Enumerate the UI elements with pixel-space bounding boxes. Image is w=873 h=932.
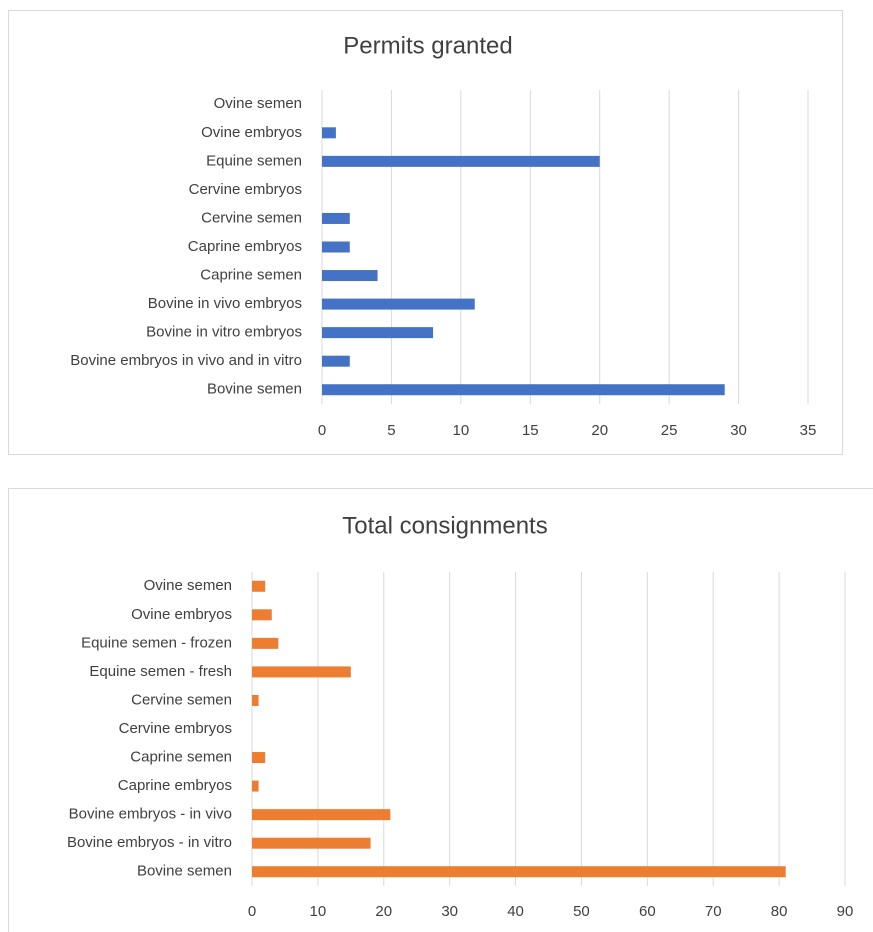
y-tick-label: Bovine embryos in vivo and in vitro — [70, 352, 302, 369]
bar — [322, 155, 600, 167]
bar — [252, 694, 259, 706]
x-tick-label: 10 — [453, 422, 470, 439]
bar — [322, 355, 350, 367]
y-tick-label: Equine semen — [206, 152, 302, 169]
bar — [322, 298, 475, 310]
x-tick-label: 25 — [661, 422, 678, 439]
y-tick-label: Cervine semen — [131, 691, 232, 708]
y-tick-label: Bovine semen — [207, 381, 302, 398]
y-tick-label: Caprine semen — [200, 267, 302, 284]
y-tick-label: Cervine semen — [201, 209, 302, 226]
y-tick-label: Caprine embryos — [188, 238, 302, 255]
y-tick-label: Caprine embryos — [118, 777, 232, 794]
bar — [322, 212, 350, 224]
bar — [252, 609, 272, 621]
y-tick-label: Cervine embryos — [119, 720, 232, 737]
bar — [322, 270, 378, 282]
bar — [322, 241, 350, 253]
y-tick-label: Ovine embryos — [131, 606, 232, 623]
x-tick-label: 90 — [837, 903, 854, 920]
bar — [252, 752, 266, 764]
y-tick-label: Ovine embryos — [201, 124, 302, 141]
chart-frame — [8, 488, 873, 932]
y-tick-label: Equine semen - fresh — [89, 663, 232, 680]
chart-title: Permits granted — [343, 32, 512, 59]
y-tick-label: Bovine embryos - in vitro — [67, 834, 232, 851]
x-tick-label: 0 — [248, 903, 256, 920]
x-tick-label: 20 — [375, 903, 392, 920]
bar — [322, 327, 434, 339]
x-tick-label: 60 — [639, 903, 656, 920]
y-tick-label: Bovine in vivo embryos — [148, 295, 302, 312]
y-tick-label: Bovine embryos - in vivo — [69, 806, 232, 823]
bar — [252, 837, 371, 849]
y-tick-label: Bovine in vitro embryos — [146, 324, 302, 341]
y-tick-label: Equine semen - frozen — [81, 634, 232, 651]
x-tick-label: 30 — [730, 422, 747, 439]
x-tick-label: 5 — [387, 422, 395, 439]
x-tick-label: 15 — [522, 422, 539, 439]
x-tick-label: 40 — [507, 903, 524, 920]
y-tick-label: Cervine embryos — [189, 181, 302, 198]
x-tick-label: 50 — [573, 903, 590, 920]
chart-frame — [8, 10, 843, 455]
y-tick-label: Bovine semen — [137, 863, 232, 880]
x-tick-label: 20 — [591, 422, 608, 439]
bar — [252, 637, 279, 649]
x-tick-label: 10 — [310, 903, 327, 920]
x-tick-label: 70 — [705, 903, 722, 920]
y-tick-label: Ovine semen — [144, 577, 232, 594]
x-tick-label: 0 — [318, 422, 326, 439]
bar — [252, 809, 391, 821]
bar — [322, 127, 336, 139]
bar — [252, 580, 266, 592]
bar — [252, 866, 786, 878]
x-tick-label: 80 — [771, 903, 788, 920]
bar — [252, 666, 351, 678]
x-tick-label: 35 — [800, 422, 817, 439]
bar — [252, 780, 259, 792]
y-tick-label: Caprine semen — [130, 749, 232, 766]
bar — [322, 384, 725, 396]
y-tick-label: Ovine semen — [214, 95, 302, 112]
chart-title: Total consignments — [342, 512, 547, 539]
x-tick-label: 30 — [441, 903, 458, 920]
